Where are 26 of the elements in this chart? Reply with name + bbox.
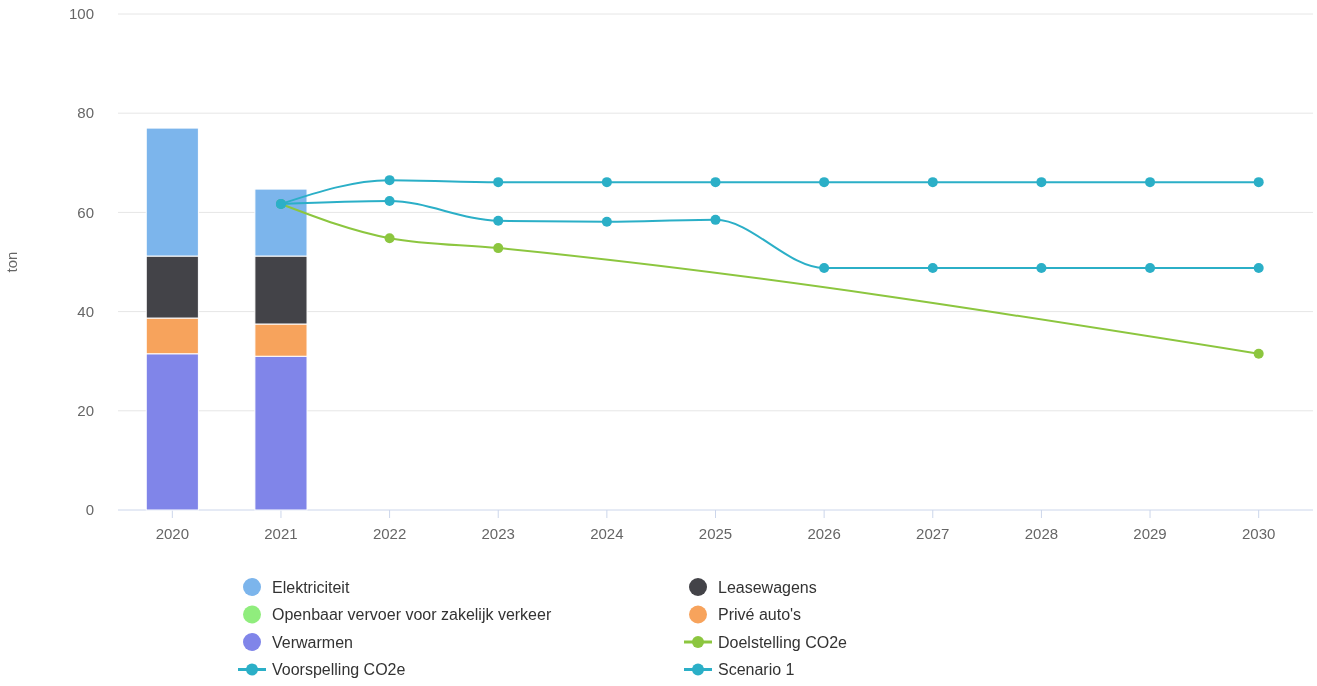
x-tick-label: 2027: [916, 525, 950, 542]
legend-label: Elektriciteit: [272, 578, 350, 596]
legend-label: Scenario 1: [718, 661, 795, 679]
legend-label: Privé auto's: [718, 606, 802, 624]
legend-label: Voorspelling CO2e: [272, 661, 406, 679]
y-tick-label: 0: [85, 501, 94, 519]
x-tick-label: 2028: [1024, 525, 1059, 542]
legend-label: Doelstelling CO2e: [718, 633, 848, 651]
legend-label: Openbaar vervoer voor zakelijk verkeer: [272, 606, 552, 624]
y-tick-label: 100: [68, 5, 94, 23]
x-tick-label: 2029: [1133, 525, 1167, 542]
y-tick-label: 80: [77, 104, 94, 122]
y-tick-label: 40: [77, 302, 94, 320]
legend-label: Leasewagens: [718, 578, 817, 596]
y-axis-title: ton: [3, 251, 20, 273]
x-tick-label: 2025: [698, 525, 733, 542]
y-tick-label: 60: [77, 203, 94, 221]
x-tick-label: 2021: [264, 525, 298, 542]
x-tick-label: 2026: [807, 525, 841, 542]
y-tick-label: 20: [77, 402, 94, 420]
x-tick-label: 2024: [590, 525, 624, 542]
x-tick-label: 2023: [481, 525, 515, 542]
x-tick-label: 2022: [372, 525, 407, 542]
x-tick-label: 2030: [1241, 525, 1276, 542]
legend-label: Verwarmen: [272, 633, 353, 651]
x-tick-label: 2020: [155, 525, 190, 542]
